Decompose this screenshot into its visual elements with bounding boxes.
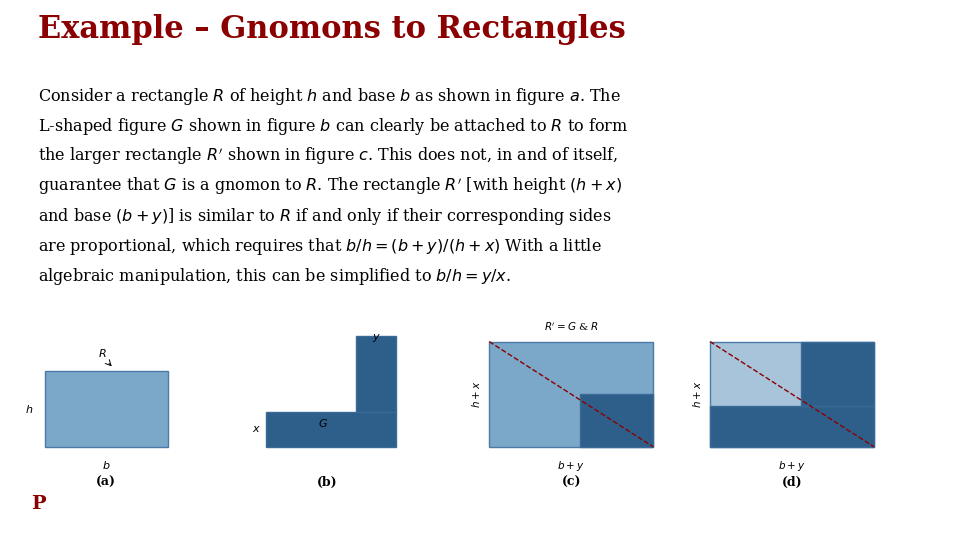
Text: ALWAYS LEARNING: ALWAYS LEARNING [211, 500, 302, 509]
Text: (a): (a) [96, 476, 116, 489]
Bar [801, 342, 874, 406]
Circle shape [0, 490, 250, 518]
Text: $R$: $R$ [98, 347, 107, 359]
Text: (c): (c) [562, 476, 581, 489]
Text: Pearson: Pearson [86, 497, 155, 511]
Bar [709, 342, 874, 447]
Text: $b$: $b$ [102, 458, 110, 470]
Text: $x$: $x$ [252, 424, 261, 434]
Bar [489, 342, 653, 447]
Text: $b + y$: $b + y$ [558, 458, 585, 472]
Text: Copyright © 2018, 2014, 2010 Pearson Education Inc.: Copyright © 2018, 2014, 2010 Pearson Edu… [326, 499, 634, 510]
Text: $y$: $y$ [372, 332, 380, 344]
Text: P: P [31, 495, 46, 514]
Text: Consider a rectangle $R$ of height $h$ and base $b$ as shown in figure $a$. The
: Consider a rectangle $R$ of height $h$ a… [38, 85, 629, 287]
Text: $G$: $G$ [318, 417, 328, 429]
Text: $b + y$: $b + y$ [779, 458, 805, 472]
Text: $R' = G$ & $R$: $R' = G$ & $R$ [543, 321, 599, 333]
Text: Example – Gnomons to Rectangles: Example – Gnomons to Rectangles [38, 14, 626, 45]
Text: $h + x$: $h + x$ [469, 380, 482, 408]
Text: (d): (d) [781, 476, 803, 489]
Text: (b): (b) [317, 476, 337, 489]
Text: $h + x$: $h + x$ [690, 380, 703, 408]
Bar [580, 394, 653, 447]
Bar [709, 406, 874, 447]
Text: $h$: $h$ [25, 403, 34, 415]
Text: Slide 10: Slide 10 [829, 495, 912, 514]
Bar [356, 336, 396, 411]
Bar [266, 411, 396, 447]
Bar [45, 371, 168, 447]
